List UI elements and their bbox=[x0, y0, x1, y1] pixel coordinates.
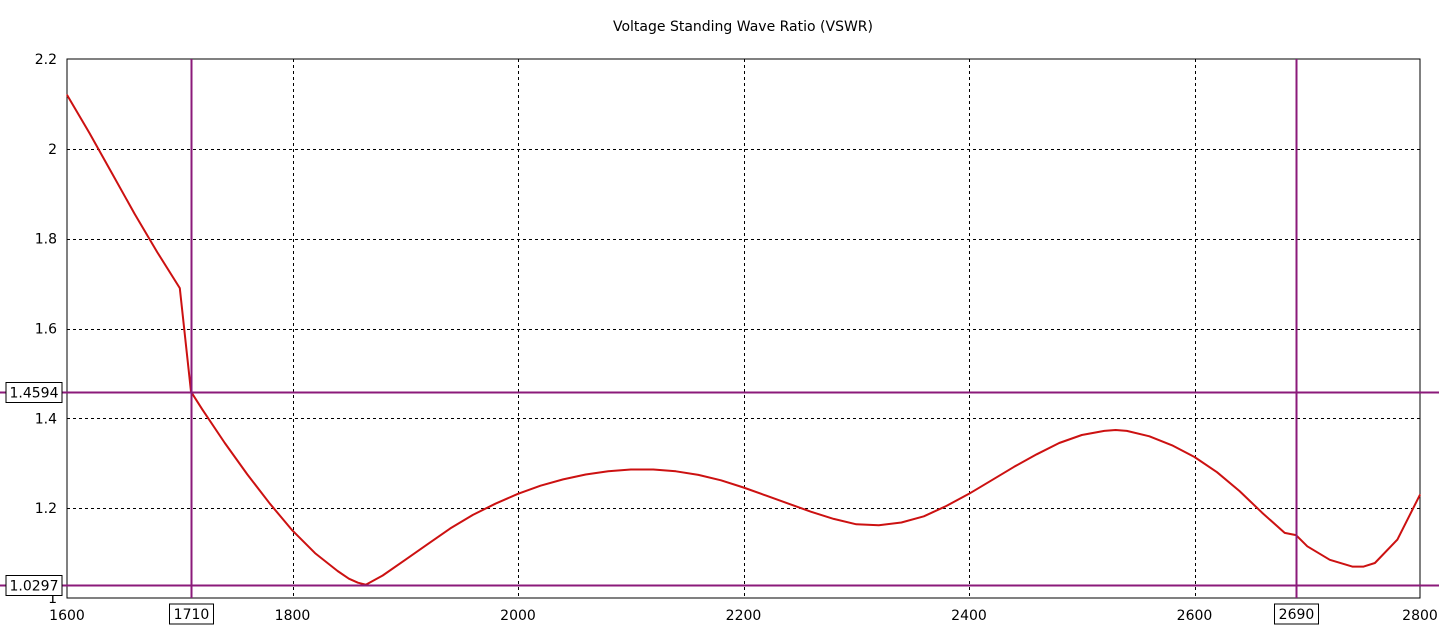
data-point bbox=[88, 132, 91, 134]
data-point bbox=[427, 543, 429, 545]
horizontal-marker-label-box bbox=[5, 382, 63, 403]
horizontal-marker-label-box bbox=[5, 575, 63, 596]
data-point bbox=[1115, 429, 1117, 431]
data-point bbox=[314, 552, 316, 554]
data-point bbox=[382, 574, 384, 577]
data-point bbox=[269, 503, 271, 505]
data-point bbox=[156, 251, 158, 253]
vswr-series-line bbox=[66, 94, 1421, 586]
data-point bbox=[945, 505, 948, 507]
tick-labels: 1600 1800 2000 2200 2400 2600 2800 1 1.2 1.4 1.6 1.… bbox=[35, 52, 1438, 624]
data-point bbox=[539, 485, 542, 487]
data-point bbox=[607, 470, 609, 472]
data-point bbox=[833, 518, 835, 520]
x-tick-label: 2800 bbox=[1402, 608, 1438, 624]
data-point bbox=[1193, 456, 1196, 458]
data-point bbox=[494, 503, 496, 505]
data-point bbox=[337, 570, 339, 572]
x-tick-label: 2200 bbox=[726, 608, 762, 624]
data-point bbox=[246, 473, 248, 476]
data-point bbox=[1058, 442, 1060, 444]
data-point bbox=[675, 470, 677, 472]
data-point bbox=[1081, 434, 1083, 436]
data-point bbox=[201, 408, 203, 410]
x-tick-label: 2000 bbox=[500, 608, 536, 624]
data-point bbox=[517, 493, 519, 495]
data-point bbox=[878, 524, 880, 526]
data-point bbox=[1363, 566, 1365, 568]
data-point bbox=[66, 94, 68, 96]
data-point bbox=[404, 559, 406, 561]
data-point bbox=[291, 530, 294, 532]
y-tick-label: 1.4 bbox=[35, 411, 57, 427]
x-tick-label: 1600 bbox=[49, 608, 85, 624]
vertical-marker-label: 2690 bbox=[1279, 607, 1315, 623]
data-point bbox=[630, 468, 632, 471]
data-point bbox=[357, 582, 359, 584]
vertical-marker-label: 1710 bbox=[174, 607, 210, 623]
data-point bbox=[652, 468, 654, 471]
data-point bbox=[968, 493, 970, 495]
data-point bbox=[697, 474, 700, 476]
data-point bbox=[585, 473, 587, 476]
data-point bbox=[134, 213, 136, 215]
grid-layer bbox=[67, 59, 1420, 598]
data-point bbox=[1396, 539, 1398, 541]
data-point bbox=[1374, 562, 1376, 564]
data-point bbox=[472, 514, 474, 516]
y-tick-label: 1.6 bbox=[35, 322, 57, 338]
data-point bbox=[720, 479, 722, 481]
y-tick-label: 1.8 bbox=[35, 232, 57, 248]
x-tick-label: 1800 bbox=[275, 608, 311, 624]
data-point bbox=[348, 578, 350, 580]
x-tick-label: 2400 bbox=[951, 608, 987, 624]
data-point bbox=[765, 495, 767, 497]
horizontal-marker-label: 1.0297 bbox=[10, 579, 59, 595]
y-tick-label: 1.2 bbox=[35, 501, 57, 517]
data-point bbox=[562, 478, 564, 480]
data-point bbox=[449, 527, 451, 530]
data-point bbox=[1261, 512, 1263, 514]
data-point bbox=[923, 515, 925, 517]
data-point bbox=[1148, 435, 1150, 437]
data-point bbox=[855, 523, 857, 525]
horizontal-marker-label: 1.4594 bbox=[10, 386, 59, 402]
series-layer bbox=[66, 94, 1421, 586]
data-point bbox=[111, 172, 113, 175]
marker-layer: 1710 2690 1.4594 1.0297 bbox=[0, 59, 1439, 625]
data-point bbox=[788, 503, 790, 505]
plot-frame bbox=[66, 58, 1421, 599]
vertical-marker-label-box bbox=[1274, 603, 1319, 625]
data-point bbox=[1239, 490, 1241, 492]
data-point bbox=[810, 511, 812, 513]
data-point bbox=[991, 479, 993, 481]
x-tick-label: 2600 bbox=[1177, 608, 1213, 624]
data-point bbox=[1419, 494, 1421, 496]
vertical-marker-label-box bbox=[169, 603, 214, 625]
y-tick-label: 2.2 bbox=[35, 52, 57, 68]
data-point bbox=[179, 287, 181, 289]
data-point bbox=[1329, 559, 1331, 561]
data-point bbox=[1013, 466, 1015, 468]
data-point bbox=[1351, 566, 1353, 568]
data-point bbox=[1306, 545, 1308, 547]
data-point bbox=[1216, 471, 1218, 473]
data-point bbox=[1171, 444, 1173, 446]
data-point bbox=[1103, 430, 1105, 432]
data-point bbox=[224, 442, 226, 444]
data-point bbox=[1126, 430, 1128, 432]
y-tick-label: 2 bbox=[48, 142, 57, 158]
data-point bbox=[900, 521, 903, 524]
y-tick-label: 1 bbox=[48, 591, 57, 607]
data-point bbox=[1284, 532, 1286, 534]
data-point bbox=[742, 486, 745, 489]
data-point bbox=[1036, 453, 1038, 455]
chart-title: Voltage Standing Wave Ratio (VSWR) bbox=[613, 19, 873, 35]
